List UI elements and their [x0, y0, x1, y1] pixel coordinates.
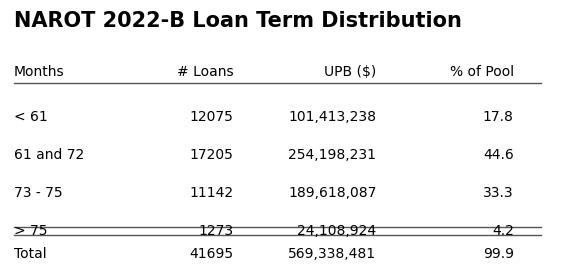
Text: 73 - 75: 73 - 75 — [14, 186, 62, 200]
Text: Total: Total — [14, 247, 46, 261]
Text: 569,338,481: 569,338,481 — [288, 247, 376, 261]
Text: 24,108,924: 24,108,924 — [298, 224, 376, 238]
Text: 4.2: 4.2 — [492, 224, 514, 238]
Text: 99.9: 99.9 — [483, 247, 514, 261]
Text: UPB ($): UPB ($) — [324, 65, 376, 79]
Text: 17205: 17205 — [190, 148, 234, 162]
Text: 17.8: 17.8 — [483, 110, 514, 124]
Text: NAROT 2022-B Loan Term Distribution: NAROT 2022-B Loan Term Distribution — [14, 11, 462, 31]
Text: % of Pool: % of Pool — [450, 65, 514, 79]
Text: 11142: 11142 — [189, 186, 234, 200]
Text: Months: Months — [14, 65, 64, 79]
Text: 1273: 1273 — [198, 224, 234, 238]
Text: 12075: 12075 — [190, 110, 234, 124]
Text: 61 and 72: 61 and 72 — [14, 148, 84, 162]
Text: < 61: < 61 — [14, 110, 47, 124]
Text: 33.3: 33.3 — [483, 186, 514, 200]
Text: 254,198,231: 254,198,231 — [288, 148, 376, 162]
Text: > 75: > 75 — [14, 224, 47, 238]
Text: 41695: 41695 — [189, 247, 234, 261]
Text: 44.6: 44.6 — [483, 148, 514, 162]
Text: 101,413,238: 101,413,238 — [288, 110, 376, 124]
Text: 189,618,087: 189,618,087 — [288, 186, 376, 200]
Text: # Loans: # Loans — [177, 65, 234, 79]
